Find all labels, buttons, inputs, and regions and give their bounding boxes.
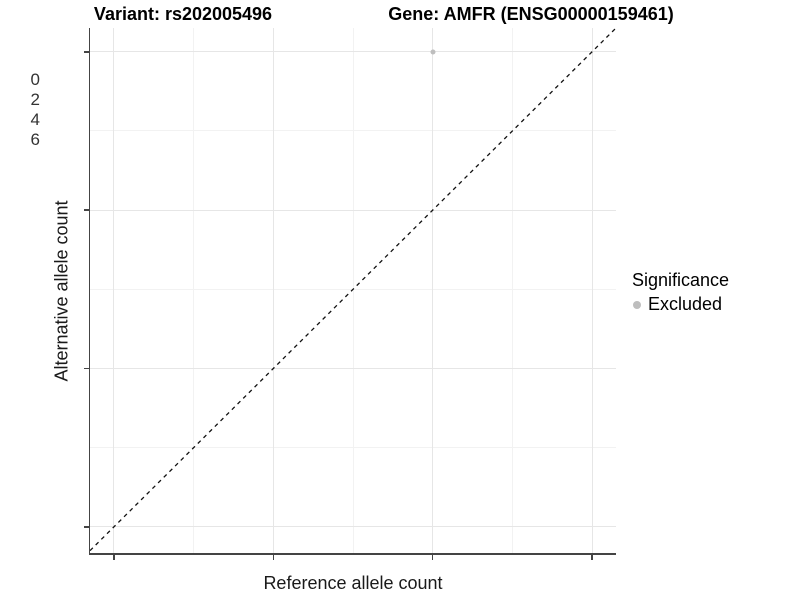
y-axis-line — [88, 28, 90, 555]
y-tick-label: 4 — [30, 110, 40, 129]
plot-title-gene: Gene: AMFR (ENSG00000159461) — [388, 4, 674, 24]
x-axis-line — [88, 553, 616, 555]
y-tick-mark — [83, 367, 89, 370]
legend-item-label: Excluded — [648, 294, 723, 314]
x-minor-gridline — [511, 28, 513, 553]
identity-reference-line — [90, 28, 616, 552]
y-minor-gridline — [90, 130, 616, 132]
y-tick-mark — [83, 209, 89, 211]
x-tick-mark — [113, 554, 115, 560]
x-major-gridline — [591, 28, 593, 553]
y-minor-gridline — [90, 447, 616, 449]
x-minor-gridline — [193, 28, 195, 553]
y-tick-label: 0 — [30, 70, 40, 89]
x-axis-title: Reference allele count — [263, 573, 443, 593]
x-tick-mark — [272, 554, 275, 560]
y-tick-label: 6 — [30, 130, 40, 149]
y-major-gridline — [90, 209, 616, 211]
x-major-gridline — [272, 28, 274, 553]
x-tick-label: 0 — [0, 0, 400, 20]
y-tick-mark — [83, 526, 89, 528]
y-tick-mark — [83, 51, 89, 53]
y-major-gridline — [90, 51, 616, 53]
legend-title: Significance — [632, 270, 730, 290]
legend: Significance Excluded — [630, 270, 729, 315]
legend-key-dot-icon — [633, 300, 641, 309]
y-major-gridline — [90, 526, 616, 528]
y-tick-label: 2 — [30, 90, 40, 109]
x-tick-mark — [431, 554, 434, 560]
x-tick-mark — [591, 554, 593, 560]
legend-item-excluded: Excluded — [630, 294, 729, 315]
x-major-gridline — [113, 28, 115, 553]
x-major-gridline — [432, 28, 434, 553]
y-major-gridline — [90, 367, 616, 369]
data-point — [430, 49, 436, 55]
x-minor-gridline — [352, 28, 354, 553]
plot-title-variant: Variant: rs202005496 — [93, 4, 273, 24]
